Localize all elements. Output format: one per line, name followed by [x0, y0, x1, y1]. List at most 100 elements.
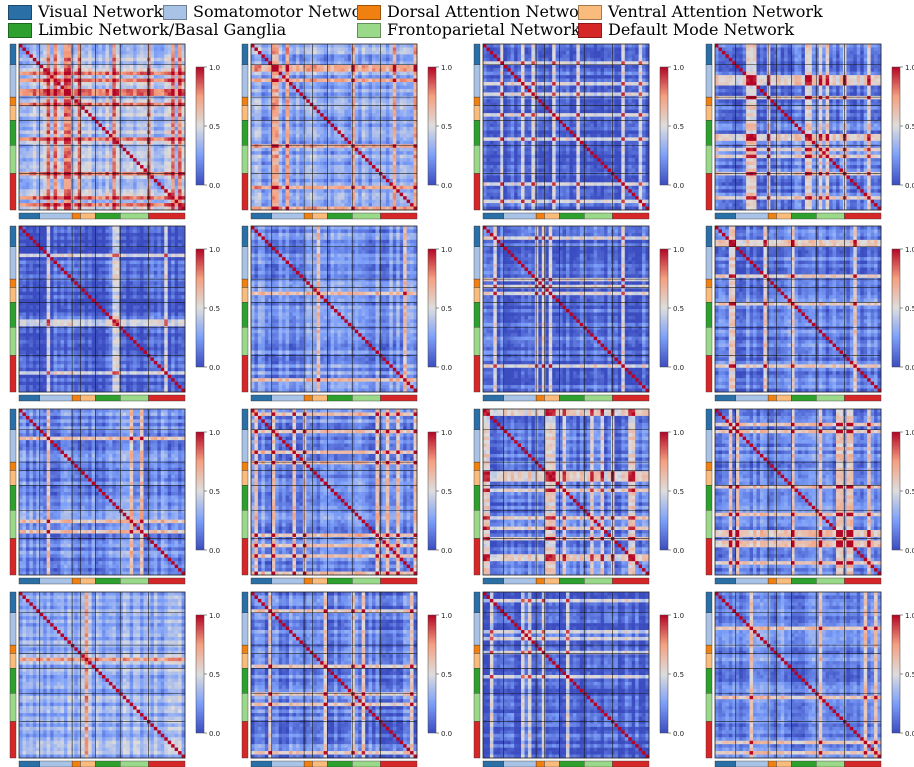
heatmap-cell [133, 130, 137, 134]
heatmap-cell [538, 44, 542, 48]
heatmap-cell [334, 158, 338, 162]
heatmap-cell [286, 200, 290, 204]
heatmap-cell [372, 179, 376, 183]
heatmap-cell [109, 72, 113, 76]
heatmap-cell [150, 196, 154, 200]
heatmap-cell [123, 75, 127, 79]
heatmap-cell [400, 96, 404, 100]
heatmap-cell [324, 47, 328, 51]
heatmap-cell [175, 117, 179, 121]
heatmap-cell [144, 117, 148, 121]
heatmap-cell [369, 162, 373, 166]
heatmap-cell [279, 110, 283, 114]
heatmap-cell [47, 72, 51, 76]
heatmap-cell [576, 58, 580, 62]
heatmap-cell [265, 134, 269, 138]
heatmap-cell [296, 155, 300, 159]
heatmap-cell [331, 182, 335, 186]
heatmap-cell [175, 75, 179, 79]
heatmap-cell [29, 144, 33, 148]
heatmap-cell [275, 79, 279, 83]
heatmap-cell [365, 189, 369, 193]
heatmap-cell [26, 196, 30, 200]
heatmap-cell [119, 54, 123, 58]
heatmap-cell [549, 58, 553, 62]
heatmap-cell [324, 117, 328, 121]
heatmap-cell [403, 103, 407, 107]
heatmap-cell [164, 65, 168, 69]
heatmap-cell [29, 175, 33, 179]
heatmap-cell [116, 175, 120, 179]
heatmap-cell [372, 44, 376, 48]
heatmap-cell [279, 65, 283, 69]
heatmap-cell [40, 172, 44, 176]
heatmap-cell [144, 165, 148, 169]
heatmap-cell [78, 79, 82, 83]
heatmap-cell [178, 165, 182, 169]
heatmap-cell [50, 172, 54, 176]
heatmap-cell [140, 141, 144, 145]
heatmap-cell [119, 203, 123, 207]
heatmap-cell [313, 124, 317, 128]
heatmap-cell [254, 196, 258, 200]
heatmap-cell [396, 155, 400, 159]
heatmap-cell [289, 54, 293, 58]
heatmap-cell [40, 75, 44, 79]
heatmap-cell [497, 54, 501, 58]
heatmap-cell [337, 86, 341, 90]
heatmap-cell [168, 134, 172, 138]
heatmap-cell [147, 124, 151, 128]
heatmap-cell [365, 155, 369, 159]
heatmap-cell [43, 179, 47, 183]
heatmap-cell [130, 58, 134, 62]
heatmap-cell [112, 58, 116, 62]
heatmap-cell [85, 103, 89, 107]
heatmap-cell [289, 141, 293, 145]
heatmap-cell [410, 86, 414, 90]
heatmap-cell [29, 200, 33, 204]
heatmap-cell [78, 134, 82, 138]
heatmap-cell [337, 117, 341, 121]
heatmap-cell [279, 155, 283, 159]
heatmap-cell [171, 172, 175, 176]
heatmap-cell [303, 72, 307, 76]
heatmap-cell [164, 193, 168, 197]
heatmap-cell [29, 117, 33, 121]
heatmap-cell [50, 127, 54, 131]
heatmap-cell [54, 82, 58, 86]
heatmap-cell [324, 144, 328, 148]
heatmap-cell [161, 58, 165, 62]
heatmap-cell [542, 58, 546, 62]
heatmap-cell [324, 196, 328, 200]
heatmap-cell [54, 117, 58, 121]
heatmap-cell [258, 103, 262, 107]
heatmap-cell [112, 44, 116, 48]
heatmap-cell [407, 65, 411, 69]
heatmap-cell [289, 65, 293, 69]
heatmap-cell [317, 137, 321, 141]
heatmap-cell [348, 169, 352, 173]
heatmap-cell [358, 134, 362, 138]
heatmap-cell [258, 130, 262, 134]
heatmap-cell [61, 68, 65, 72]
heatmap-cell [369, 203, 373, 207]
heatmap-cell [161, 144, 165, 148]
heatmap-cell [175, 54, 179, 58]
heatmap-cell [150, 124, 154, 128]
heatmap-cell [310, 182, 314, 186]
heatmap-cell [265, 182, 269, 186]
heatmap-cell [376, 179, 380, 183]
heatmap-cell [382, 137, 386, 141]
heatmap-cell [351, 103, 355, 107]
heatmap-cell [625, 51, 629, 55]
heatmap-cell [601, 44, 605, 48]
heatmap-cell [105, 68, 109, 72]
heatmap-cell [358, 144, 362, 148]
heatmap-cell [625, 44, 629, 48]
heatmap-cell [144, 148, 148, 152]
heatmap-cell [403, 141, 407, 145]
heatmap-cell [400, 179, 404, 183]
heatmap-cell [81, 175, 85, 179]
heatmap-cell [47, 141, 51, 145]
heatmap-cell [320, 165, 324, 169]
